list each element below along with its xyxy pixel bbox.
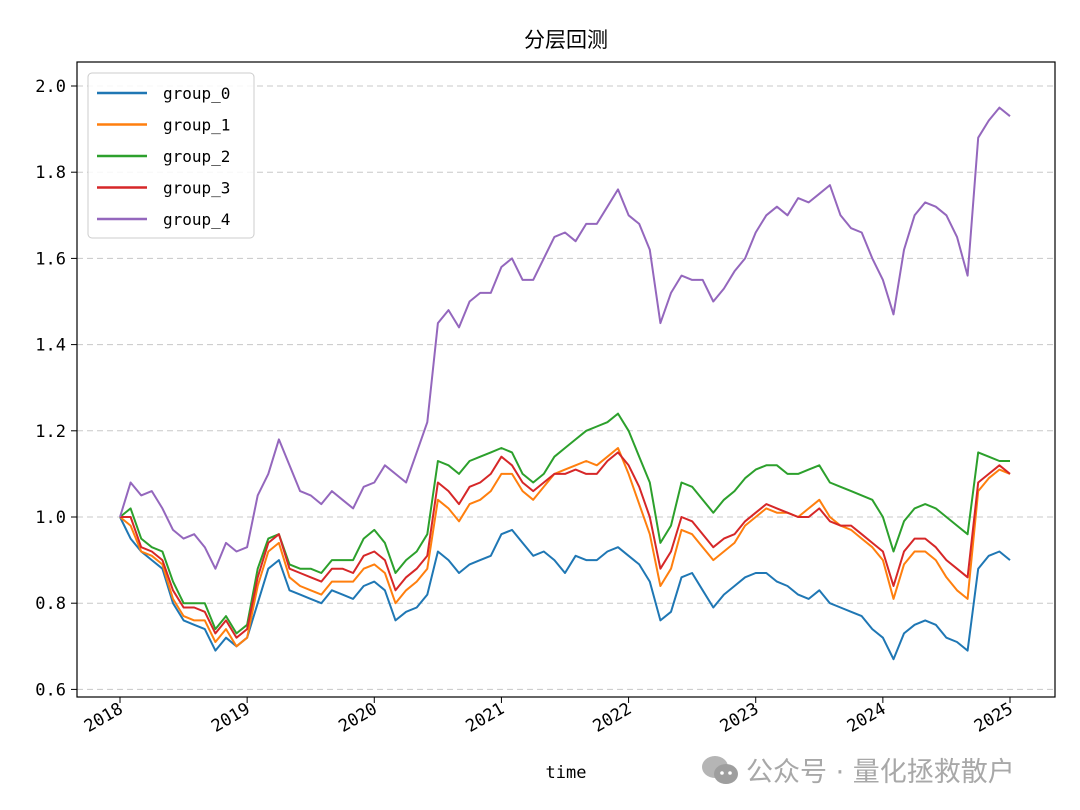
series-line-group_2	[119, 412, 1010, 635]
legend-box	[87, 72, 255, 239]
plot-frame	[76, 61, 1056, 698]
x-tick-label: 2021	[462, 699, 507, 737]
x-tick-label: 2020	[335, 699, 380, 737]
y-tick-label: 2.0	[35, 77, 66, 97]
series-line-group_1	[119, 447, 1011, 648]
legend-label: group_1	[163, 116, 230, 135]
legend-label: group_2	[163, 147, 230, 166]
legend: group_0 group_1 group_2 group_3 group_4	[87, 72, 255, 239]
series-line-group_3	[120, 451, 1011, 639]
y-tick-label: 0.6	[35, 680, 66, 700]
series-line-group_4	[119, 106, 1011, 570]
chart-title: 分层回测	[524, 28, 608, 52]
x-tick-label: 2019	[208, 699, 253, 737]
watermark: 公众号 · 量化拯救散户	[700, 750, 1015, 789]
y-tick-label: 1.8	[35, 163, 66, 183]
watermark-text: 公众号 · 量化拯救散户	[746, 757, 1015, 788]
y-tick-label: 0.8	[35, 594, 66, 614]
y-tick-label: 1.2	[35, 422, 66, 442]
x-tick-label: 2025	[971, 699, 1016, 737]
x-tick-label: 2018	[81, 699, 126, 737]
x-tick-label: 2023	[717, 699, 762, 737]
legend-label: group_4	[163, 210, 230, 229]
x-tick-label: 2024	[844, 699, 889, 737]
y-tick-label: 1.6	[35, 249, 66, 269]
x-tick-label: 2022	[590, 699, 635, 737]
x-axis-label: time	[546, 763, 587, 783]
y-tick-label: 1.4	[35, 336, 66, 356]
wechat-icon	[702, 755, 738, 784]
legend-label: group_3	[163, 179, 230, 198]
series-line-group_0	[119, 516, 1011, 661]
y-tick-label: 1.0	[35, 508, 66, 528]
legend-label: group_0	[163, 84, 230, 103]
